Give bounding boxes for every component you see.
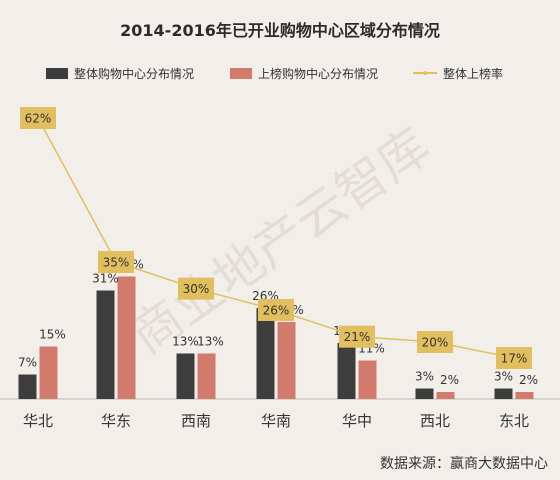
bar-overall-label-5: 3% <box>415 370 434 384</box>
bar-ranked-3 <box>277 322 296 399</box>
bar-ranked-5 <box>436 392 455 399</box>
rate-marker-2 <box>178 277 214 300</box>
rate-marker-6 <box>496 347 532 369</box>
bar-overall-3 <box>256 308 275 399</box>
bar-overall-6 <box>494 388 513 399</box>
legend-swatch-overall <box>46 68 68 79</box>
bar-overall-2 <box>176 353 195 399</box>
bar-ranked-1 <box>117 276 136 399</box>
rate-marker-4 <box>339 325 375 348</box>
rate-label-0: 62% <box>25 112 52 126</box>
legend-swatch-rate-dot <box>423 71 427 75</box>
bars-group: 7%15%31%35%13%13%26%22%16%11%3%2%3%2% <box>18 258 538 399</box>
rate-label-6: 17% <box>501 352 528 366</box>
bar-overall-label-1: 31% <box>92 272 119 286</box>
category-label-6: 东北 <box>499 412 529 430</box>
bar-overall-0 <box>18 374 37 399</box>
legend-label-rate: 整体上榜率 <box>443 66 503 81</box>
category-label-4: 华中 <box>342 412 372 430</box>
rate-marker-5 <box>417 331 453 353</box>
rate-marker-0 <box>20 107 56 129</box>
legend: 整体购物中心分布情况 上榜购物中心分布情况 整体上榜率 <box>46 66 503 81</box>
category-label-2: 西南 <box>181 412 211 430</box>
rate-label-1: 35% <box>103 256 130 270</box>
rate-label-4: 21% <box>344 330 371 344</box>
category-label-0: 华北 <box>23 412 53 430</box>
bar-overall-label-6: 3% <box>494 370 513 384</box>
bar-overall-1 <box>96 290 115 399</box>
bar-overall-4 <box>337 343 356 399</box>
bar-ranked-label-0: 15% <box>39 328 66 342</box>
legend-label-ranked: 上榜购物中心分布情况 <box>258 66 378 81</box>
rate-label-2: 30% <box>183 282 210 296</box>
legend-label-overall: 整体购物中心分布情况 <box>74 66 194 81</box>
rate-line-group: 62% 35% 30% 26% 21% 20% 17% <box>20 107 532 369</box>
bar-ranked-4 <box>358 360 377 399</box>
chart-title: 2014-2016年已开业购物中心区域分布情况 <box>120 21 440 40</box>
source-note: 数据来源：赢商大数据中心 <box>380 455 548 472</box>
bar-overall-5 <box>415 388 434 399</box>
bar-overall-label-0: 7% <box>18 356 37 370</box>
bar-ranked-0 <box>39 346 58 399</box>
rate-label-5: 20% <box>422 336 449 350</box>
category-label-3: 华南 <box>261 412 291 430</box>
category-labels: 华北 华东 西南 华南 华中 西北 东北 <box>23 412 529 430</box>
bar-ranked-label-6: 2% <box>519 373 538 387</box>
bar-ranked-6 <box>515 392 534 399</box>
rate-label-3: 26% <box>263 304 290 318</box>
bar-ranked-2 <box>197 353 216 399</box>
category-label-5: 西北 <box>420 412 450 430</box>
legend-swatch-ranked <box>230 68 252 79</box>
bar-ranked-label-2: 13% <box>197 335 224 349</box>
rate-marker-3 <box>258 299 294 321</box>
rate-marker-1 <box>98 251 134 273</box>
bar-ranked-label-5: 2% <box>440 373 459 387</box>
bar-overall-label-2: 13% <box>172 335 199 349</box>
category-label-1: 华东 <box>101 412 131 430</box>
